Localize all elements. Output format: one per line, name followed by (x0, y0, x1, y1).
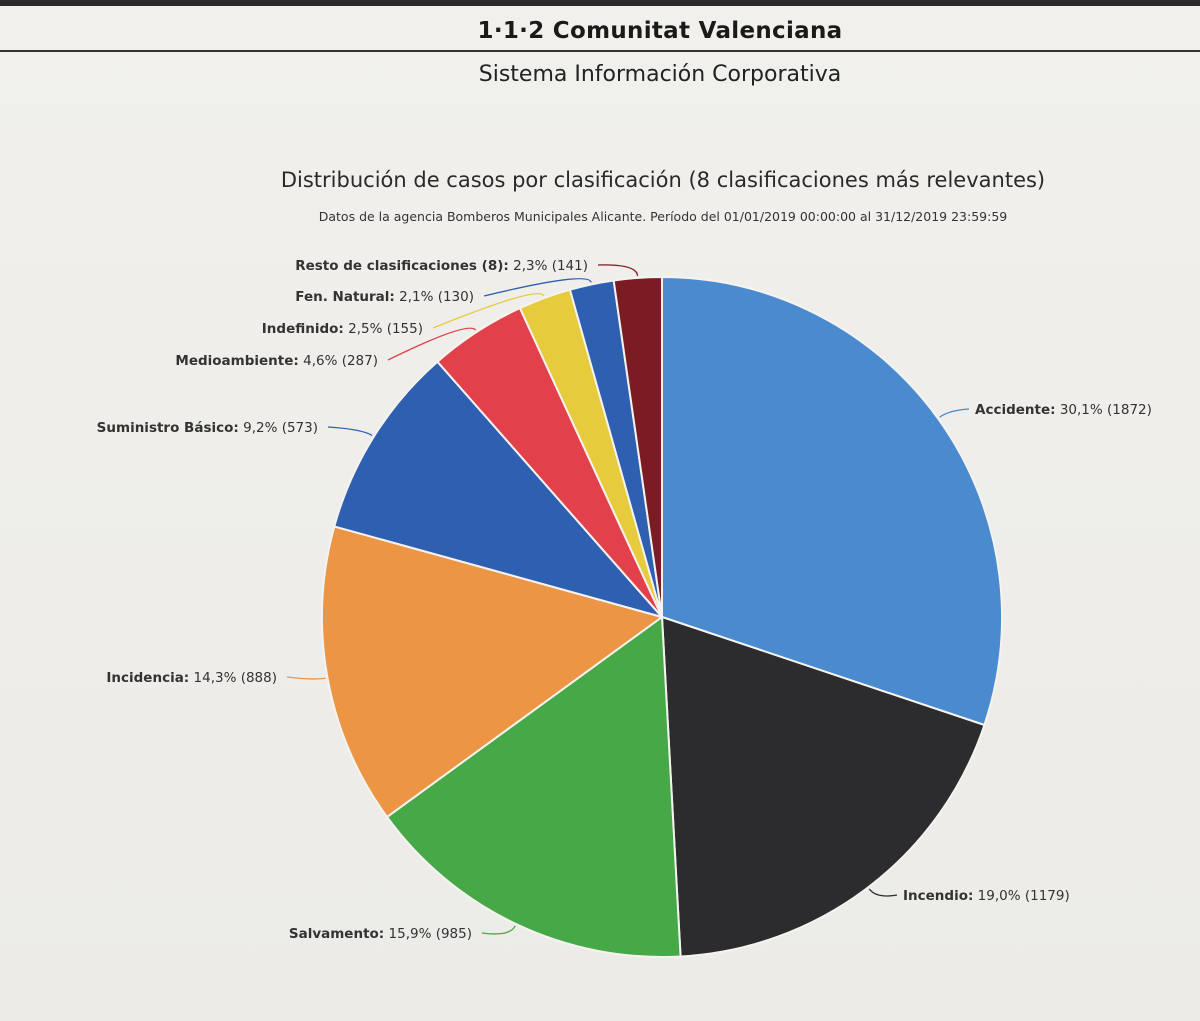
header-rule (0, 50, 1200, 52)
chart-subtitle: Datos de la agencia Bomberos Municipales… (318, 209, 1008, 224)
pie-slice-suministro-basico (333, 360, 665, 619)
slice-label-name: Suministro Básico: (97, 420, 239, 436)
pie-slice-accidente (661, 275, 1003, 727)
pie-slice-incendio (660, 615, 986, 958)
pie-slices (321, 275, 1003, 958)
chart-title: Distribución de casos por clasificación … (280, 168, 1046, 192)
slice-label-value: 2,3% (141) (509, 258, 588, 274)
slice-label-value: 30,1% (1872) (1056, 402, 1152, 418)
connector-suministro-basico (327, 426, 373, 437)
slice-label-name: Medioambiente: (175, 353, 298, 369)
connector-incendio (868, 888, 898, 897)
slice-label-incendio: Incendio: 19,0% (1179) (903, 888, 1070, 904)
slice-label-name: Fen. Natural: (295, 289, 395, 305)
slice-label-name: Incendio: (903, 888, 973, 904)
connector-indefinido (432, 293, 545, 329)
connector-resto-de-clasificaciones-8 (597, 264, 639, 277)
slice-labels: Accidente: 30,1% (1872) Incendio: 19,0% (… (97, 258, 1152, 942)
slice-label-value: 19,0% (1179) (973, 888, 1069, 904)
slice-label-value: 9,2% (573) (239, 420, 318, 436)
slice-label-suministro-basico: Suministro Básico: 9,2% (573) (97, 420, 318, 436)
pie-slice-resto-de-clasificaciones-8 (612, 275, 663, 618)
slice-label-incidencia: Incidencia: 14,3% (888) (106, 670, 277, 686)
organization-title: 1·1·2 Comunitat Valenciana (477, 18, 843, 44)
slice-label-value: 4,6% (287) (299, 353, 378, 369)
connector-incidencia (286, 676, 326, 680)
connector-medioambiente (387, 327, 477, 361)
slice-label-value: 15,9% (985) (384, 926, 472, 942)
connector-fen-natural (483, 278, 592, 297)
slice-label-name: Resto de clasificaciones (8): (295, 258, 509, 274)
slice-label-fen-natural: Fen. Natural: 2,1% (130) (295, 289, 474, 305)
slice-label-medioambiente: Medioambiente: 4,6% (287) (175, 353, 378, 369)
slice-label-value: 2,1% (130) (395, 289, 474, 305)
slice-label-accidente: Accidente: 30,1% (1872) (975, 402, 1152, 418)
pie-slice-salvamento (385, 615, 682, 958)
top-edge (0, 0, 1200, 6)
slice-label-name: Accidente: (975, 402, 1056, 418)
slice-label-name: Incidencia: (106, 670, 189, 686)
slice-label-value: 2,5% (155) (344, 321, 423, 337)
slice-label-value: 14,3% (888) (189, 670, 277, 686)
slice-label-indefinido: Indefinido: 2,5% (155) (262, 321, 423, 337)
system-title: Sistema Información Corporativa (478, 62, 842, 87)
pie-slice-incidencia (321, 525, 665, 819)
slice-label-salvamento: Salvamento: 15,9% (985) (289, 926, 472, 942)
slice-label-name: Indefinido: (262, 321, 344, 337)
slice-label-resto-de-clasificaciones-8: Resto de clasificaciones (8): 2,3% (141) (295, 258, 588, 274)
connector-salvamento (481, 925, 516, 935)
connector-accidente (939, 408, 970, 418)
slice-label-name: Salvamento: (289, 926, 384, 942)
label-connectors (286, 264, 970, 935)
